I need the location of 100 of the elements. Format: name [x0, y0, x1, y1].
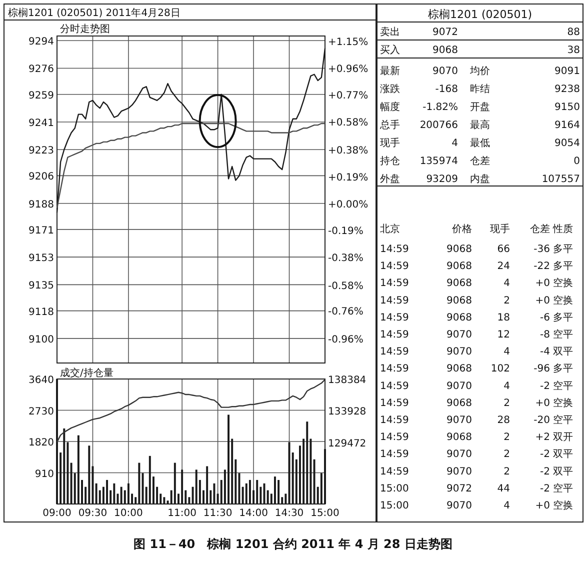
text: 9068 [446, 364, 472, 375]
chart-subtitle: 成交/持仓量 [60, 367, 114, 379]
text: 买入 [380, 45, 400, 56]
text: 4 [504, 346, 510, 358]
y2-tick-label: 133928 [328, 406, 366, 418]
chart-title: 棕榈1201 (020501) 2011年4月28日 [8, 7, 180, 19]
text: 2 [504, 398, 510, 409]
text: 双平 [553, 346, 573, 358]
text: 9068 [446, 432, 472, 444]
y2-tick-label: -0.38% [328, 252, 364, 264]
text: 2 [504, 466, 510, 478]
text: 4 [504, 500, 510, 512]
text: 14:59 [380, 312, 409, 324]
y-tick-label: 2730 [28, 406, 54, 418]
y-tick-label: 9206 [28, 172, 54, 183]
x-tick-label: 09:00 [42, 508, 72, 519]
x-tick-label: 14:00 [239, 508, 268, 519]
text: 14:59 [380, 295, 409, 306]
text: -2 [540, 483, 550, 494]
text: 14:59 [380, 466, 409, 478]
text: 9091 [554, 66, 580, 77]
text: 200766 [420, 120, 458, 131]
text: -2 [540, 380, 550, 392]
chart-subtitle: 分时走势图 [60, 23, 110, 35]
y2-tick-label: +0.96% [328, 64, 368, 75]
text: 4 [452, 138, 458, 149]
caption: 图 11－40 棕榈 1201 合约 2011 年 4 月 28 日走势图 [134, 537, 452, 551]
text: 107557 [542, 174, 580, 185]
text: 9070 [446, 380, 472, 392]
text: -4 [540, 346, 550, 358]
text: 14:59 [380, 346, 409, 358]
text: 均价 [470, 66, 490, 77]
text: 卖出 [380, 27, 400, 38]
text: 28 [497, 415, 510, 426]
text: 最新 [380, 66, 400, 77]
text: 双开 [553, 432, 573, 444]
x-tick-label: 14:30 [274, 508, 304, 519]
text: -22 [534, 261, 550, 272]
y-tick-label: 9294 [28, 36, 54, 48]
text: 空换 [553, 398, 573, 409]
text: 9070 [446, 415, 472, 426]
y-tick-label: 1820 [28, 438, 54, 448]
text: 9068 [446, 398, 472, 409]
text: +2 [535, 432, 550, 444]
text: 空换 [553, 500, 573, 512]
text: 棕榈1201 (020501) [428, 8, 532, 21]
text: 外盘 [380, 174, 400, 185]
x-tick-label: 11:00 [168, 508, 196, 519]
y-tick-label: 9135 [28, 280, 54, 292]
text: 9070 [446, 466, 472, 478]
text: 4 [504, 380, 510, 392]
text: 9070 [446, 449, 472, 460]
text: 9070 [446, 346, 472, 358]
text: 14:59 [380, 380, 409, 392]
y2-tick-label: -0.76% [328, 306, 364, 318]
text: 15:00 [380, 500, 409, 512]
text: -2 [540, 449, 550, 460]
text: 9068 [446, 261, 472, 272]
category-label: 价格 [451, 223, 472, 235]
text: 9068 [446, 278, 472, 290]
text: -1.82% [422, 102, 458, 113]
text: 持仓 [380, 156, 400, 167]
text: 12 [497, 330, 510, 340]
text: 4 [504, 278, 510, 290]
x-tick-label: 09:30 [78, 508, 108, 519]
text: 9164 [554, 120, 580, 131]
text: 9070 [446, 330, 472, 340]
text: 多平 [553, 312, 573, 324]
text: 双平 [553, 449, 573, 460]
text: 开盘 [470, 102, 490, 113]
y2-tick-label: +0.58% [328, 117, 368, 128]
text: -2 [540, 466, 550, 478]
text: 现手 [380, 138, 400, 149]
text: 最低 [470, 138, 490, 149]
text: 14:59 [380, 244, 409, 255]
text: 93209 [426, 174, 458, 185]
category-label: 仓差 [530, 223, 550, 235]
text: 9068 [446, 244, 472, 255]
text: 135974 [420, 156, 458, 167]
y2-tick-label: -0.19% [328, 226, 364, 238]
y2-tick-label: 129472 [328, 438, 366, 450]
y2-tick-label: +1.15% [328, 37, 368, 48]
y-tick-label: 9171 [28, 225, 54, 236]
category-label: 性质 [552, 223, 573, 235]
y-tick-label: 9223 [28, 146, 54, 157]
text: 涨跌 [380, 84, 400, 95]
text: +0 [535, 295, 550, 306]
text: 66 [497, 244, 510, 255]
text: -6 [540, 312, 550, 324]
text: 空换 [553, 295, 573, 306]
text: 空换 [553, 278, 573, 290]
text: 9054 [554, 138, 580, 149]
text: 仓差 [470, 156, 490, 167]
text: -8 [540, 330, 550, 340]
text: 14:59 [380, 432, 409, 444]
text: 9070 [432, 66, 458, 77]
text: 空平 [553, 483, 573, 494]
text: 双平 [553, 466, 573, 478]
text: 38 [567, 45, 580, 56]
y2-tick-label: -0.58% [328, 281, 364, 292]
